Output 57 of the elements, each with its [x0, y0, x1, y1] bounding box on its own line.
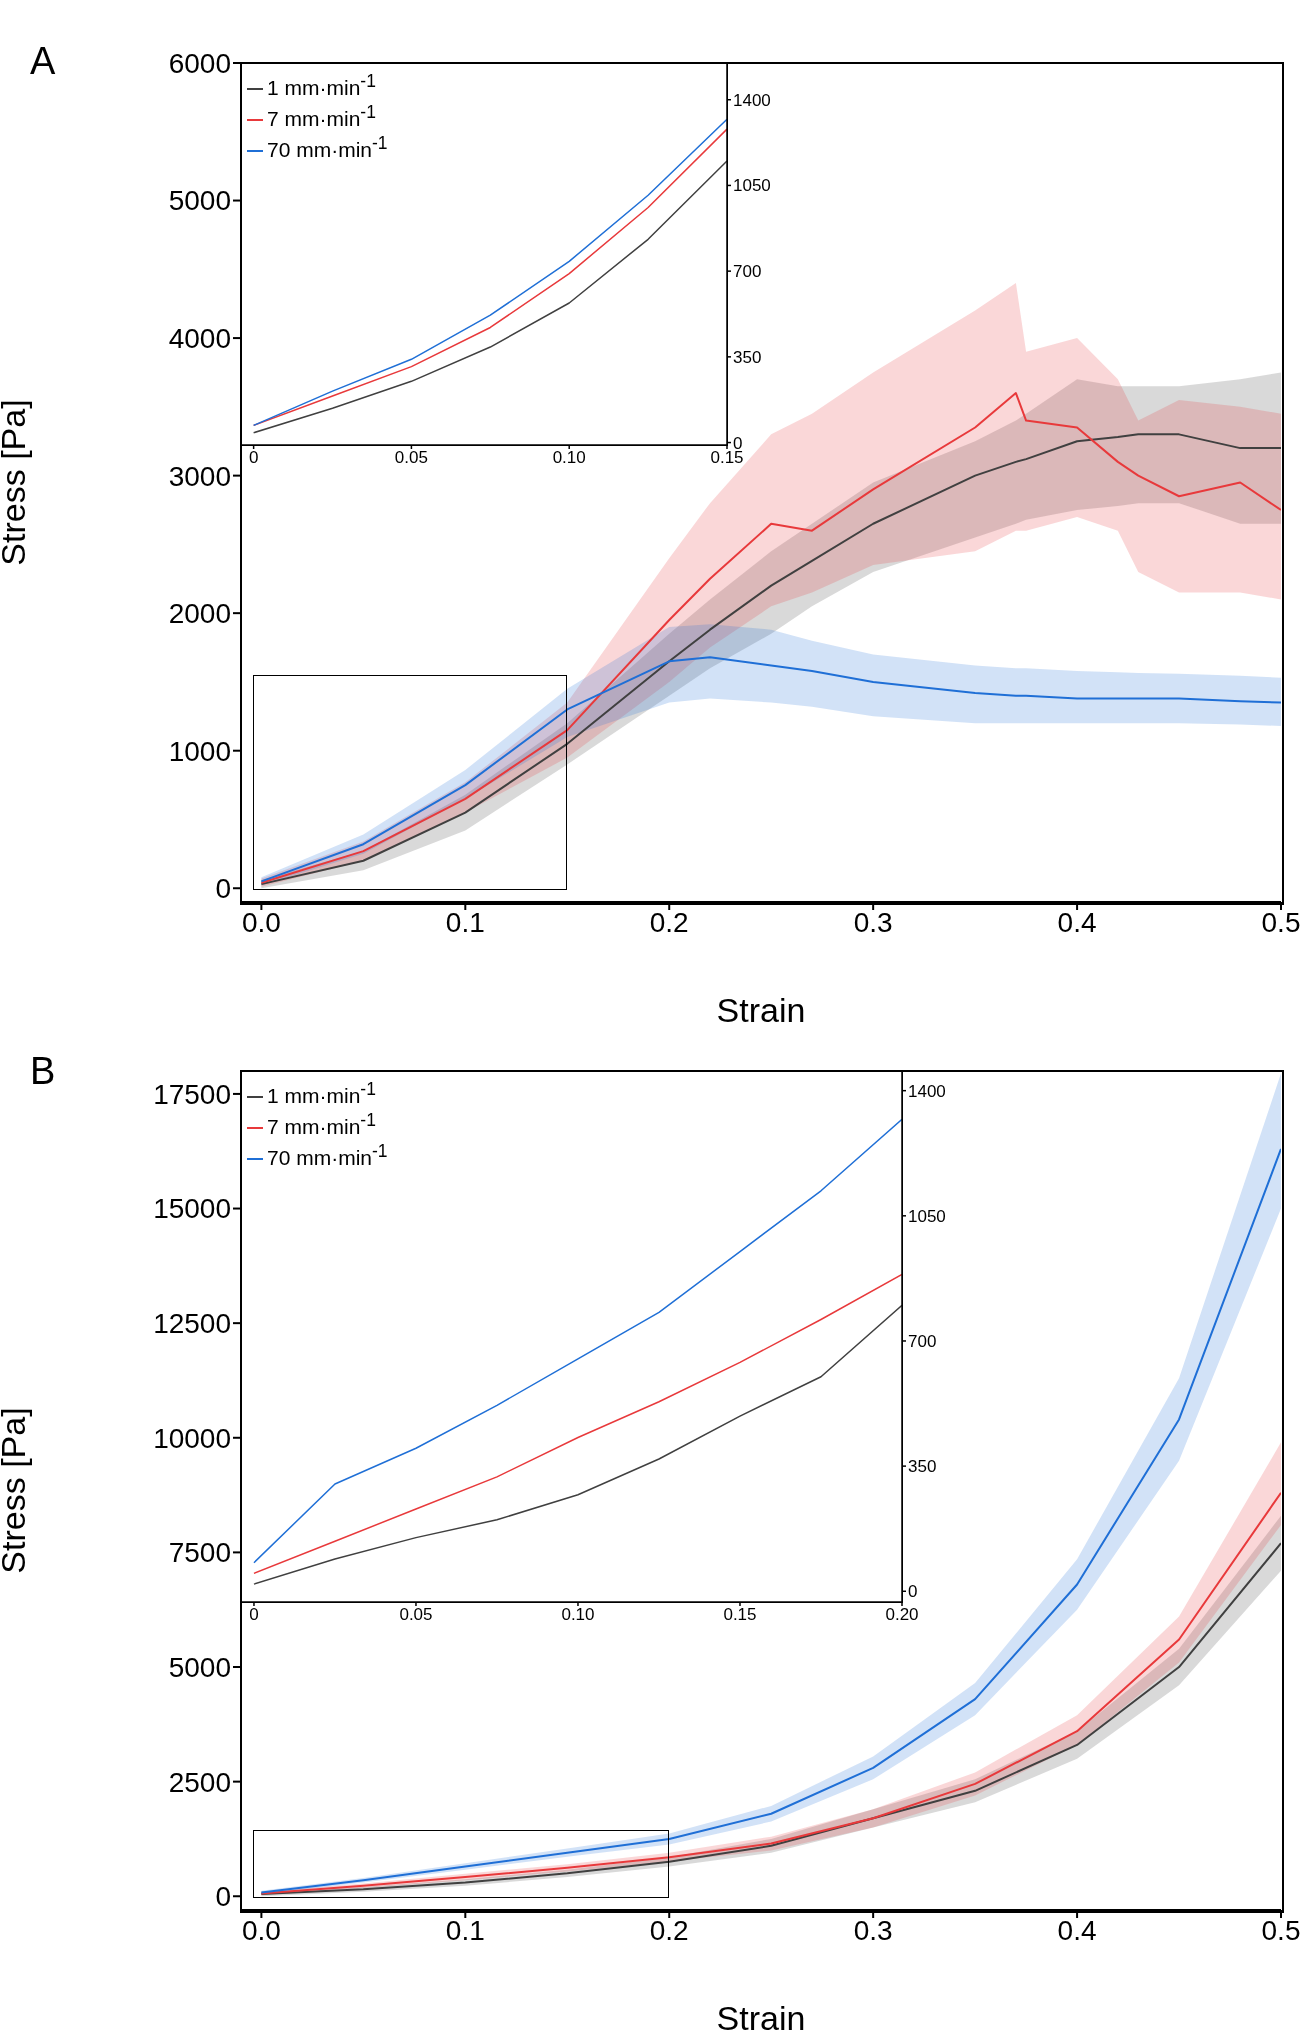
x-tick-label: 0.1	[445, 1914, 485, 1946]
x-tick-label: 0.5	[1261, 1914, 1301, 1946]
y-tick-label: 1050	[908, 1206, 946, 1226]
y-tick-label: 3000	[168, 460, 231, 492]
y-axis-title: Stress [Pa]	[0, 1407, 33, 1574]
y-tick-label: 15000	[153, 1193, 231, 1225]
x-tick-label: 0	[248, 448, 259, 468]
legend-label: 1 mm·min$^{-1}$	[267, 71, 376, 99]
x-axis-title: Strain	[716, 1999, 806, 2030]
x-tick-label: 0.05	[394, 448, 428, 468]
chart-title: A	[30, 40, 56, 83]
y-axis-title: Stress [Pa]	[0, 399, 33, 566]
x-tick-label: 0.20	[885, 1605, 919, 1625]
x-tick-label: 0	[249, 1605, 259, 1625]
x-tick-label: 0.0	[241, 1914, 281, 1946]
y-tick-label: 1050	[733, 176, 771, 196]
y-tick-label: 350	[733, 347, 762, 367]
y-tick-label: 17500	[153, 1078, 231, 1110]
y-tick-label: 7500	[168, 1537, 231, 1569]
y-tick-label: 6000	[168, 47, 231, 79]
y-tick-label: 700	[908, 1332, 937, 1351]
y-tick-label: 4000	[168, 323, 231, 355]
x-tick-label: 0.10	[561, 1605, 595, 1625]
x-tick-label: 0.4	[1057, 1914, 1097, 1946]
chart-title: B	[30, 1050, 56, 1093]
x-tick-label: 0.10	[552, 448, 586, 468]
x-tick-label: 0.15	[710, 448, 744, 468]
y-tick-label: 2000	[168, 598, 231, 630]
y-tick-label: 1400	[733, 90, 771, 110]
legend-label: 70 mm·min$^{-1}$	[267, 1141, 388, 1169]
x-tick-label: 0.3	[853, 1914, 893, 1946]
x-tick-label: 0.1	[445, 906, 485, 938]
legend-label: 7 mm·min$^{-1}$	[267, 1110, 376, 1138]
legend-label: 70 mm·min$^{-1}$	[267, 133, 388, 161]
x-tick-label: 0.4	[1057, 906, 1097, 938]
x-tick-label: 0.2	[649, 906, 689, 938]
y-tick-label: 12500	[153, 1308, 231, 1340]
y-tick-label: 1400	[908, 1081, 946, 1101]
legend-label: 7 mm·min$^{-1}$	[267, 102, 376, 130]
x-tick-label: 0.15	[723, 1605, 757, 1625]
y-tick-label: 1000	[168, 735, 231, 767]
y-tick-label: 10000	[153, 1422, 231, 1454]
y-tick-label: 0	[215, 1881, 231, 1913]
x-tick-label: 0.3	[853, 906, 893, 938]
y-tick-label: 350	[908, 1457, 937, 1477]
x-axis-title: Strain	[716, 991, 806, 1029]
y-tick-label: 5000	[168, 1651, 231, 1683]
legend-label: 1 mm·min$^{-1}$	[267, 1079, 376, 1107]
y-tick-label: 0	[215, 873, 231, 905]
x-tick-label: 0.0	[241, 906, 281, 938]
x-tick-label: 0.2	[649, 1914, 689, 1946]
x-tick-label: 0.05	[399, 1605, 433, 1625]
x-tick-label: 0.5	[1261, 906, 1301, 938]
y-tick-label: 700	[733, 262, 762, 282]
y-tick-label: 5000	[168, 185, 231, 217]
y-tick-label: 2500	[168, 1766, 231, 1798]
y-tick-label: 0	[908, 1582, 918, 1602]
